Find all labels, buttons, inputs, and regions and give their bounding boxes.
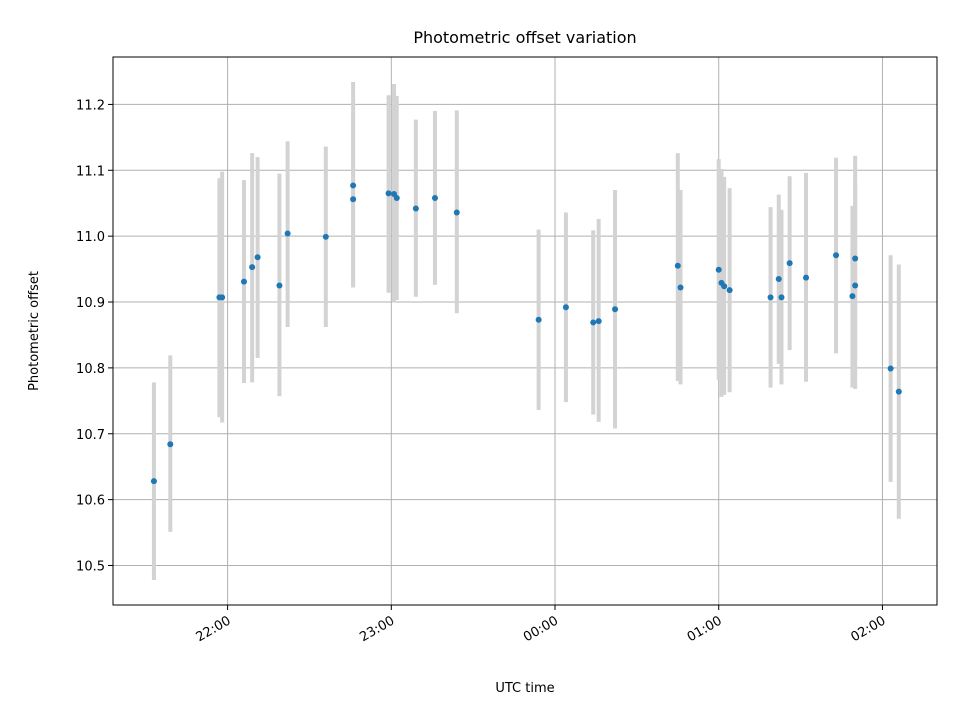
y-tick-label: 10.8: [76, 362, 105, 377]
data-point: [612, 306, 619, 313]
data-point: [350, 196, 357, 203]
y-tick-label: 10.9: [76, 296, 105, 311]
data-point: [590, 319, 597, 326]
data-point: [219, 294, 226, 301]
data-point: [393, 194, 400, 201]
data-point: [249, 264, 256, 271]
data-point: [852, 255, 859, 262]
y-tick-label: 11.1: [76, 164, 105, 179]
data-point: [350, 182, 357, 189]
data-point: [431, 194, 438, 201]
y-tick-label: 11.2: [76, 98, 105, 113]
data-point: [674, 262, 681, 269]
y-tick-label: 10.5: [76, 559, 105, 574]
data-point: [677, 284, 684, 291]
data-point: [254, 254, 261, 261]
data-point: [453, 209, 460, 216]
data-point: [778, 294, 785, 301]
data-point: [786, 260, 793, 267]
data-point: [276, 282, 283, 289]
data-point: [535, 316, 542, 323]
data-point: [412, 205, 419, 212]
data-point: [715, 266, 722, 273]
data-point: [322, 233, 329, 240]
data-point: [726, 287, 733, 294]
data-point: [150, 478, 157, 485]
y-tick-label: 11.0: [76, 230, 105, 245]
data-point: [833, 252, 840, 259]
data-point: [284, 230, 291, 237]
chart-title: Photometric offset variation: [413, 28, 636, 47]
plot-frame: [112, 56, 938, 606]
data-point: [775, 275, 782, 282]
data-point: [240, 278, 247, 285]
data-point: [767, 294, 774, 301]
data-points: [150, 182, 902, 485]
data-point: [385, 190, 392, 197]
x-axis-label: UTC time: [495, 681, 554, 696]
data-point: [595, 318, 602, 325]
y-tick-label: 10.7: [76, 428, 105, 443]
data-point: [852, 282, 859, 289]
y-tick-label: 10.6: [76, 494, 105, 509]
data-point: [721, 283, 728, 290]
data-point: [887, 365, 894, 372]
data-point: [849, 293, 856, 300]
data-point: [562, 304, 569, 311]
y-axis-label: Photometric offset: [27, 271, 42, 391]
data-point: [803, 274, 810, 281]
data-point: [895, 388, 902, 395]
data-point: [167, 441, 174, 448]
